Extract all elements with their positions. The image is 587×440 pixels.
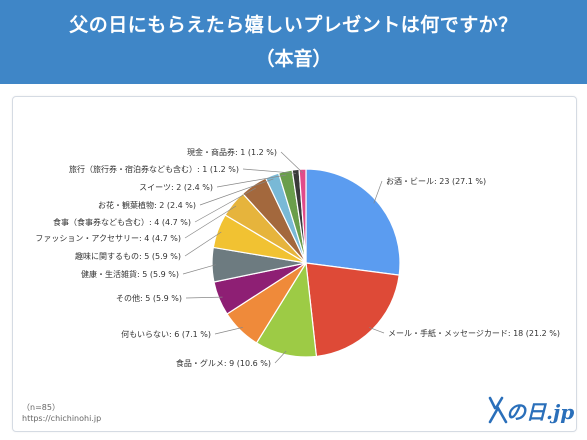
leader-line <box>242 168 297 174</box>
pie-slice <box>305 168 401 276</box>
chart-card: お酒・ビール: 23 (27.1 %) メール・手紙・メッセージカード: 18 (… <box>12 96 577 432</box>
leader-line <box>373 180 383 204</box>
leader-line <box>184 231 222 257</box>
footnote: （n=85） https://chichinohi.jp <box>22 402 101 424</box>
leader-line <box>280 151 303 174</box>
slice-label: 趣味に関するもの: 5 (5.9 %) <box>75 251 181 261</box>
leader-line <box>185 296 223 299</box>
pie-slice <box>305 262 400 358</box>
slice-label: 現金・商品券: 1 (1.2 %) <box>187 147 277 157</box>
leader-line <box>214 327 243 335</box>
leader-line <box>182 264 216 275</box>
leader-line <box>184 205 237 239</box>
slice-label: 食品・グルメ: 9 (10.6 %) <box>176 358 271 368</box>
sample-size: （n=85） <box>22 403 60 412</box>
slice-label: その他: 5 (5.9 %) <box>116 293 182 303</box>
leader-line <box>369 327 385 334</box>
leader-line <box>274 350 287 364</box>
slice-label: お花・観葉植物: 2 (2.4 %) <box>98 200 196 210</box>
leader-line <box>216 174 287 188</box>
site-logo: の日.jp <box>486 392 576 426</box>
slice-label: 健康・生活雑貨: 5 (5.9 %) <box>81 269 179 279</box>
logo-text: の日.jp <box>506 400 575 424</box>
source-url: https://chichinohi.jp <box>22 414 102 423</box>
father-logo-icon <box>488 396 508 424</box>
chart-subtitle: （本音） <box>255 48 332 70</box>
slice-label: 旅行（旅行券・宿泊券なども含む）: 1 (1.2 %) <box>69 164 239 174</box>
title-banner: 父の日にもらえたら嬉しいプレゼントは何ですか？ （本音） <box>0 0 587 84</box>
slice-label: お酒・ビール: 23 (27.1 %) <box>386 177 486 186</box>
leader-line <box>194 187 256 223</box>
chart-title: 父の日にもらえたら嬉しいプレゼントは何ですか？ <box>69 14 518 36</box>
slice-label: スイーツ: 2 (2.4 %) <box>139 183 213 192</box>
slice-label: ファッション・アクセサリー: 4 (4.7 %) <box>35 234 181 243</box>
leader-line <box>199 178 274 206</box>
slice-label: メール・手紙・メッセージカード: 18 (21.2 %) <box>388 328 560 338</box>
slice-label: 何もいらない: 6 (7.1 %) <box>121 329 211 339</box>
pie-chart: お酒・ビール: 23 (27.1 %) メール・手紙・メッセージカード: 18 (… <box>35 147 560 368</box>
slice-label: 食事（食事券なども含む）: 4 (4.7 %) <box>53 217 191 227</box>
